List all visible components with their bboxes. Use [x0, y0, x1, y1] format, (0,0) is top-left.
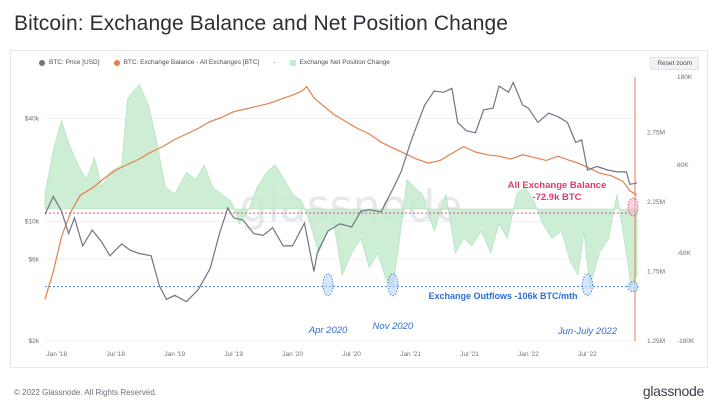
balance-tick-label-1: 1.75M — [647, 269, 665, 276]
chart-panel: BTC: Price [USD] BTC: Exchange Balance -… — [10, 50, 708, 368]
x-tick-label-5: Jul '20 — [342, 351, 361, 358]
legend-label-netpos: Exchange Net Position Change — [299, 59, 390, 66]
price-tick-label-1: $6k — [29, 256, 40, 263]
price-tick-label-3: $40k — [25, 116, 40, 123]
legend-marker-balance — [113, 59, 120, 66]
legend-item-balance[interactable]: BTC: Exchange Balance - All Exchanges [B… — [113, 59, 260, 66]
footer-copyright: © 2022 Glassnode. All Rights Reserved. — [14, 388, 157, 397]
chart-legend: BTC: Price [USD] BTC: Exchange Balance -… — [39, 59, 390, 66]
netpos-tick-label-3: 180K — [677, 74, 693, 81]
balance-tick-label-2: 2.25M — [647, 199, 665, 206]
x-tick-label-6: Jan '21 — [400, 351, 421, 358]
annotation-date-0: Apr 2020 — [308, 325, 348, 336]
x-tick-label-7: Jul '21 — [460, 351, 479, 358]
x-tick-label-0: Jan '18 — [46, 351, 67, 358]
legend-item-price[interactable]: BTC: Price [USD] — [39, 59, 100, 66]
legend-label-balance: BTC: Exchange Balance - All Exchanges [B… — [123, 59, 260, 66]
x-tick-label-4: Jan '20 — [282, 351, 303, 358]
legend-marker-netpos — [289, 59, 296, 66]
page-title: Bitcoin: Exchange Balance and Net Positi… — [14, 12, 509, 35]
legend-item-netpos[interactable]: Exchange Net Position Change — [289, 59, 390, 66]
price-tick-label-2: $10k — [25, 218, 40, 225]
x-tick-label-1: Jul '18 — [106, 351, 125, 358]
netpos-tick-label-0: -180K — [677, 338, 695, 345]
annotation-balance-ellipse — [627, 197, 639, 217]
annotation-outflow-ellipse-1 — [387, 273, 399, 297]
series-netpos-area — [44, 83, 638, 288]
annotation-balance-title: All Exchange Balance — [508, 180, 607, 191]
legend-separator: - — [273, 59, 276, 66]
price-tick-label-0: $2k — [29, 338, 40, 345]
annotation-balance-value: -72.9k BTC — [532, 192, 581, 203]
x-tick-label-3: Jul '19 — [224, 351, 243, 358]
x-tick-label-2: Jan '19 — [164, 351, 185, 358]
netpos-tick-label-2: 60K — [677, 162, 689, 169]
annotation-date-2: Jun-July 2022 — [557, 326, 618, 337]
annotation-outflow-ellipse-2 — [582, 273, 593, 297]
footer-logo: glassnode — [642, 383, 704, 399]
reset-zoom-button[interactable]: Reset zoom — [650, 57, 699, 70]
annotation-outflow-ellipse-0 — [322, 273, 334, 297]
series-balance-line — [44, 85, 638, 300]
balance-tick-label-3: 2.75M — [647, 130, 665, 137]
legend-label-price: BTC: Price [USD] — [49, 59, 100, 66]
series-price-line — [44, 81, 638, 303]
balance-tick-label-0: 1.25M — [647, 338, 665, 345]
legend-marker-price — [39, 59, 45, 66]
annotation-outflow-ellipse-now — [627, 281, 639, 293]
x-tick-label-8: Jan '22 — [518, 351, 539, 358]
x-tick-label-9: Jul '22 — [578, 351, 597, 358]
netpos-tick-label-1: -60K — [677, 250, 691, 257]
annotation-date-1: Nov 2020 — [373, 321, 414, 332]
annotation-outflow-label: Exchange Outflows -106k BTC/mth — [428, 291, 577, 301]
